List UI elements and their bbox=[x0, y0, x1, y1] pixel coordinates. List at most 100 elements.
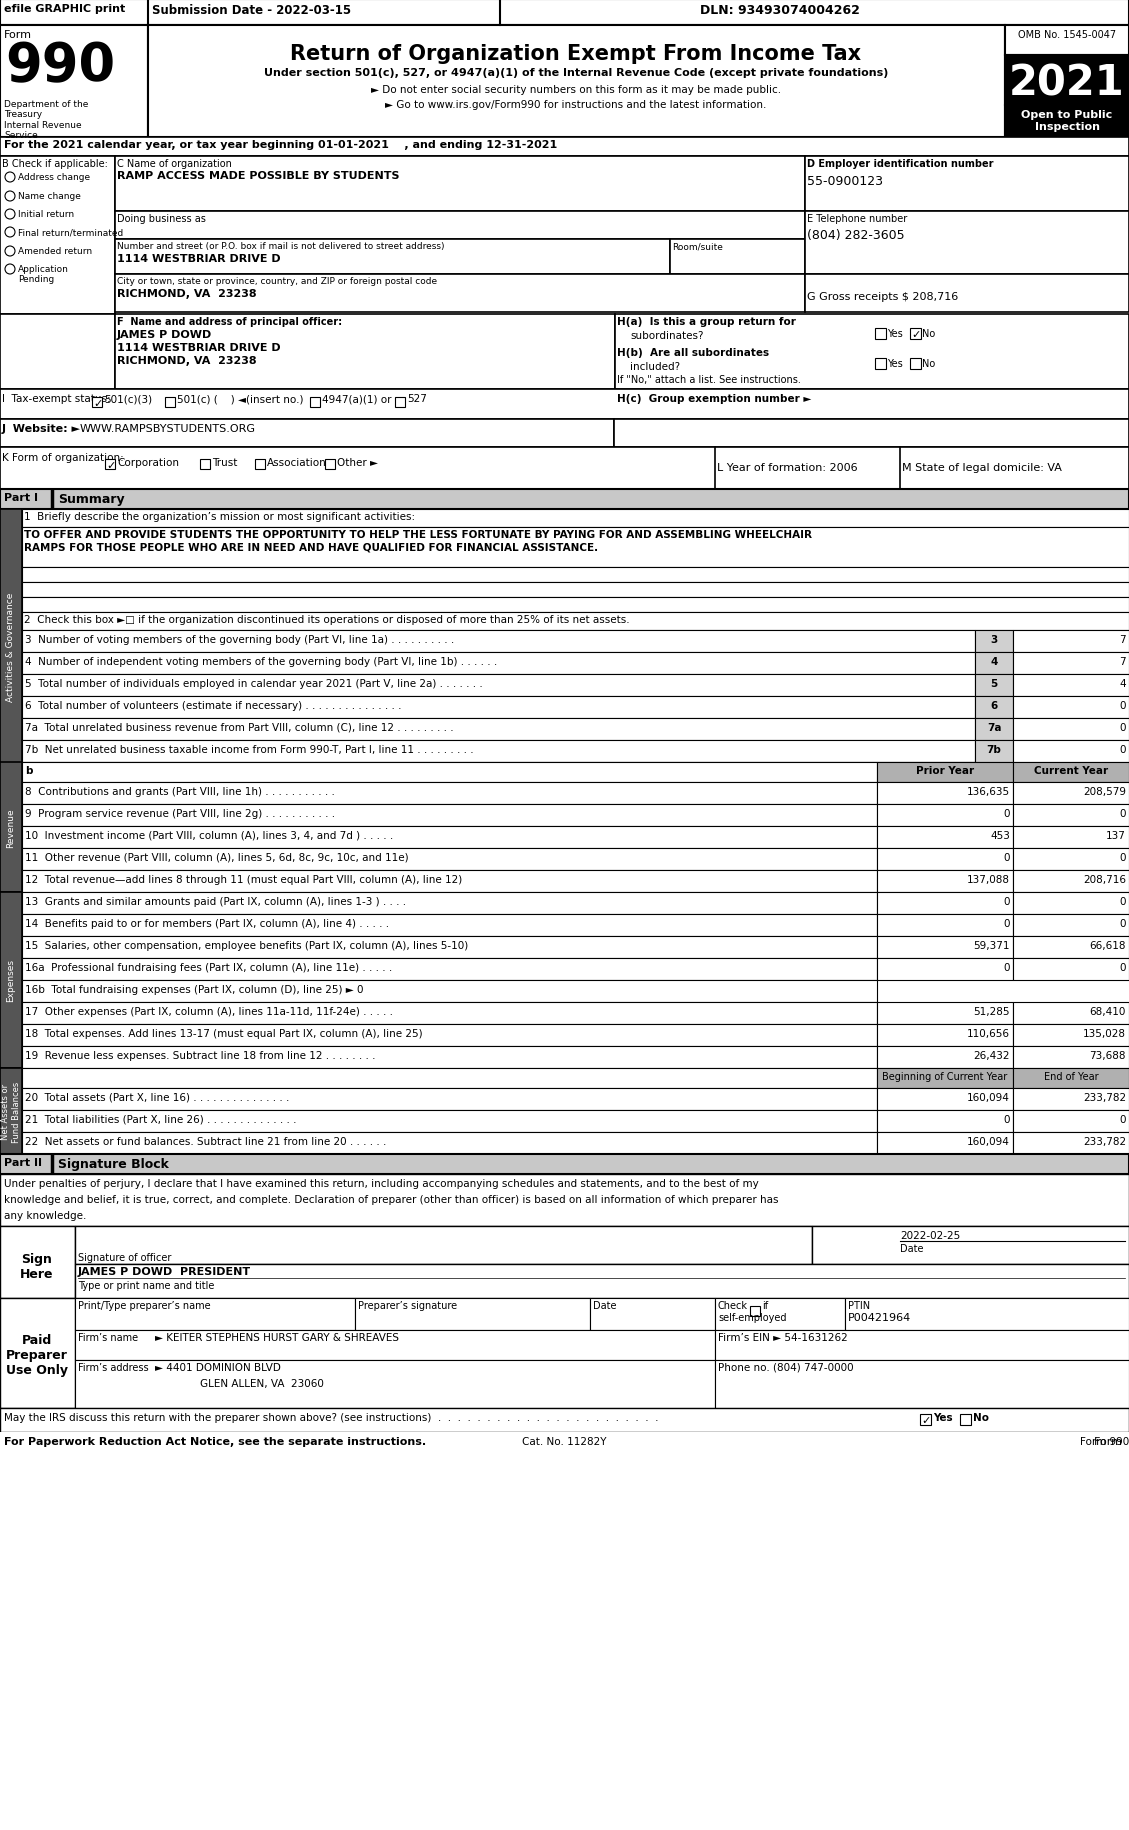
Bar bbox=[21, 849, 877, 871]
Bar bbox=[875, 359, 886, 370]
Bar bbox=[75, 1265, 1129, 1297]
Bar bbox=[975, 741, 1013, 763]
Bar bbox=[877, 849, 1013, 871]
Bar bbox=[21, 1133, 877, 1155]
Text: Signature of officer: Signature of officer bbox=[78, 1252, 172, 1263]
Text: 8  Contributions and grants (Part VIII, line 1h) . . . . . . . . . . .: 8 Contributions and grants (Part VIII, l… bbox=[25, 787, 335, 796]
Bar bbox=[669, 240, 805, 274]
Bar bbox=[1013, 697, 1129, 719]
Bar bbox=[21, 763, 877, 783]
Text: If "No," attach a list. See instructions.: If "No," attach a list. See instructions… bbox=[618, 375, 800, 384]
Text: 1114 WESTBRIAR DRIVE D: 1114 WESTBRIAR DRIVE D bbox=[117, 342, 281, 353]
Bar bbox=[975, 631, 1013, 653]
Text: DLN: 93493074004262: DLN: 93493074004262 bbox=[700, 4, 860, 16]
Bar bbox=[1013, 763, 1129, 783]
Bar bbox=[1013, 959, 1129, 981]
Bar bbox=[877, 871, 1013, 893]
Text: ► KEITER STEPHENS HURST GARY & SHREAVES: ► KEITER STEPHENS HURST GARY & SHREAVES bbox=[155, 1332, 399, 1341]
Bar bbox=[148, 26, 1005, 137]
Text: Summary: Summary bbox=[58, 492, 124, 505]
Bar bbox=[805, 212, 1129, 274]
Text: 135,028: 135,028 bbox=[1083, 1028, 1126, 1038]
Text: 7b  Net unrelated business taxable income from Form 990-T, Part I, line 11 . . .: 7b Net unrelated business taxable income… bbox=[25, 745, 474, 754]
Bar bbox=[910, 359, 921, 370]
Text: ► 4401 DOMINION BLVD: ► 4401 DOMINION BLVD bbox=[155, 1362, 281, 1372]
Text: ✓: ✓ bbox=[106, 461, 115, 470]
Bar bbox=[21, 871, 877, 893]
Bar bbox=[877, 805, 1013, 827]
Text: K Form of organization:: K Form of organization: bbox=[2, 452, 124, 463]
Bar bbox=[877, 893, 1013, 915]
Text: 19  Revenue less expenses. Subtract line 18 from line 12 . . . . . . . .: 19 Revenue less expenses. Subtract line … bbox=[25, 1050, 376, 1060]
Bar bbox=[165, 397, 175, 408]
Bar bbox=[21, 1069, 877, 1089]
Bar bbox=[1013, 719, 1129, 741]
Text: Revenue: Revenue bbox=[7, 807, 16, 847]
Text: Prior Year: Prior Year bbox=[916, 765, 974, 776]
Bar bbox=[615, 315, 1129, 390]
Text: Signature Block: Signature Block bbox=[58, 1157, 169, 1171]
Text: 18  Total expenses. Add lines 13-17 (must equal Part IX, column (A), line 25): 18 Total expenses. Add lines 13-17 (must… bbox=[25, 1028, 422, 1038]
Bar bbox=[1013, 1133, 1129, 1155]
Bar bbox=[21, 511, 1129, 527]
Bar bbox=[21, 893, 877, 915]
Text: Amended return: Amended return bbox=[18, 247, 93, 256]
Bar bbox=[877, 1069, 1013, 1089]
Text: Form: Form bbox=[5, 29, 32, 40]
Text: I  Tax-exempt status:: I Tax-exempt status: bbox=[2, 393, 111, 404]
Bar bbox=[1013, 893, 1129, 915]
Text: b: b bbox=[25, 765, 33, 776]
Text: H(c)  Group exemption number ►: H(c) Group exemption number ► bbox=[618, 393, 812, 404]
Text: D Employer identification number: D Employer identification number bbox=[807, 159, 994, 168]
Text: 4: 4 bbox=[1119, 679, 1126, 688]
Bar bbox=[877, 827, 1013, 849]
Bar bbox=[21, 741, 975, 763]
Text: 0: 0 bbox=[1004, 809, 1010, 818]
Bar bbox=[21, 631, 975, 653]
Bar bbox=[395, 397, 405, 408]
Text: No: No bbox=[922, 329, 935, 339]
Bar bbox=[115, 274, 805, 313]
Text: 6: 6 bbox=[990, 701, 998, 710]
Bar bbox=[21, 613, 1129, 631]
Bar bbox=[1013, 783, 1129, 805]
Text: 7: 7 bbox=[1119, 635, 1126, 644]
Text: Preparer’s signature: Preparer’s signature bbox=[358, 1301, 457, 1310]
Text: 11  Other revenue (Part VIII, column (A), lines 5, 6d, 8c, 9c, 10c, and 11e): 11 Other revenue (Part VIII, column (A),… bbox=[25, 853, 409, 862]
Bar bbox=[1013, 915, 1129, 937]
Text: Initial return: Initial return bbox=[18, 210, 75, 220]
Circle shape bbox=[5, 265, 15, 274]
Bar bbox=[877, 1025, 1013, 1047]
Circle shape bbox=[5, 192, 15, 201]
Text: Form 990 (2021): Form 990 (2021) bbox=[1080, 1437, 1129, 1446]
Text: Final return/terminated: Final return/terminated bbox=[18, 229, 123, 236]
Text: 0: 0 bbox=[1004, 897, 1010, 906]
Bar bbox=[21, 1025, 877, 1047]
Text: 0: 0 bbox=[1120, 897, 1126, 906]
Text: Room/suite: Room/suite bbox=[672, 242, 723, 251]
Text: 0: 0 bbox=[1004, 963, 1010, 972]
Bar bbox=[1013, 937, 1129, 959]
Text: ✓: ✓ bbox=[921, 1415, 930, 1426]
Text: 527: 527 bbox=[406, 393, 427, 404]
Bar bbox=[21, 783, 877, 805]
Text: City or town, state or province, country, and ZIP or foreign postal code: City or town, state or province, country… bbox=[117, 276, 437, 285]
Bar bbox=[0, 137, 1129, 157]
Text: 16a  Professional fundraising fees (Part IX, column (A), line 11e) . . . . .: 16a Professional fundraising fees (Part … bbox=[25, 963, 392, 972]
Bar bbox=[877, 763, 1013, 783]
Text: 0: 0 bbox=[1120, 1114, 1126, 1124]
Bar bbox=[21, 527, 1129, 567]
Bar bbox=[715, 1297, 844, 1330]
Circle shape bbox=[5, 247, 15, 256]
Bar bbox=[975, 697, 1013, 719]
Bar bbox=[0, 893, 21, 1069]
Bar bbox=[21, 697, 975, 719]
Text: Return of Organization Exempt From Income Tax: Return of Organization Exempt From Incom… bbox=[290, 44, 861, 64]
Bar bbox=[1013, 1089, 1129, 1111]
Text: H(b)  Are all subordinates: H(b) Are all subordinates bbox=[618, 348, 769, 359]
Text: Yes: Yes bbox=[933, 1413, 953, 1422]
Text: (804) 282-3605: (804) 282-3605 bbox=[807, 229, 904, 242]
Bar bbox=[200, 459, 210, 470]
Bar bbox=[21, 653, 975, 675]
Bar bbox=[1013, 827, 1129, 849]
